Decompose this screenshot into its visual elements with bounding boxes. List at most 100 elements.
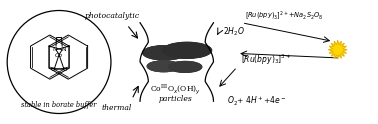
Circle shape — [171, 62, 198, 71]
Circle shape — [150, 62, 176, 70]
Circle shape — [181, 65, 184, 66]
Circle shape — [144, 46, 184, 59]
Circle shape — [157, 50, 165, 53]
Circle shape — [164, 43, 209, 58]
Circle shape — [160, 65, 162, 66]
Circle shape — [157, 64, 165, 67]
Circle shape — [174, 46, 195, 53]
Circle shape — [175, 63, 193, 69]
Circle shape — [165, 43, 208, 57]
Text: $[Ru(bpy)_3]^{2+}$+$Na_2S_2O_8$: $[Ru(bpy)_3]^{2+}$+$Na_2S_2O_8$ — [245, 9, 324, 22]
Text: photocatalytic: photocatalytic — [84, 12, 139, 20]
Circle shape — [160, 65, 162, 66]
Text: particles: particles — [159, 95, 193, 103]
Circle shape — [147, 61, 180, 72]
Text: $2H_2O$: $2H_2O$ — [223, 25, 245, 38]
Circle shape — [147, 47, 179, 58]
Circle shape — [151, 48, 174, 56]
Circle shape — [180, 48, 185, 50]
Circle shape — [154, 63, 170, 68]
Circle shape — [169, 44, 203, 55]
Circle shape — [159, 65, 163, 66]
Text: $O_2$+ $4H^+$+$4e^-$: $O_2$+ $4H^+$+$4e^-$ — [227, 95, 287, 108]
Circle shape — [145, 46, 183, 59]
Circle shape — [160, 51, 161, 52]
Circle shape — [154, 63, 170, 68]
Circle shape — [146, 47, 181, 58]
Circle shape — [179, 65, 186, 67]
Circle shape — [147, 47, 180, 58]
Circle shape — [170, 62, 200, 72]
Circle shape — [180, 48, 186, 50]
Circle shape — [156, 64, 166, 67]
Circle shape — [168, 44, 204, 56]
Circle shape — [178, 65, 187, 68]
Circle shape — [181, 48, 184, 49]
Circle shape — [173, 63, 196, 70]
Circle shape — [169, 62, 202, 72]
Circle shape — [156, 50, 166, 53]
Circle shape — [158, 51, 163, 52]
Circle shape — [180, 65, 186, 67]
Circle shape — [156, 64, 167, 67]
Circle shape — [179, 65, 187, 67]
Circle shape — [170, 45, 201, 55]
Circle shape — [175, 64, 192, 69]
Circle shape — [158, 51, 164, 53]
Circle shape — [176, 64, 191, 69]
Circle shape — [171, 62, 198, 71]
Circle shape — [158, 51, 163, 52]
Circle shape — [178, 47, 189, 51]
Circle shape — [169, 62, 201, 72]
Circle shape — [181, 48, 184, 49]
Circle shape — [158, 64, 164, 66]
Circle shape — [175, 46, 194, 52]
Circle shape — [146, 47, 182, 58]
Circle shape — [153, 49, 171, 55]
Circle shape — [163, 43, 211, 58]
Circle shape — [166, 43, 207, 57]
Circle shape — [173, 63, 195, 70]
Circle shape — [156, 64, 167, 67]
Circle shape — [175, 63, 193, 69]
Circle shape — [151, 62, 175, 70]
Circle shape — [169, 62, 201, 72]
Circle shape — [178, 65, 187, 67]
Circle shape — [177, 47, 191, 51]
Text: thermal: thermal — [102, 104, 132, 112]
Circle shape — [156, 64, 167, 68]
Circle shape — [157, 64, 166, 67]
Polygon shape — [328, 41, 347, 59]
Circle shape — [155, 64, 168, 68]
Circle shape — [148, 61, 180, 71]
Circle shape — [170, 62, 200, 72]
Circle shape — [170, 62, 200, 72]
Circle shape — [150, 48, 175, 56]
Circle shape — [177, 64, 190, 68]
Circle shape — [154, 63, 170, 68]
Circle shape — [169, 62, 201, 72]
Circle shape — [155, 63, 169, 68]
Circle shape — [178, 64, 188, 68]
Circle shape — [172, 63, 196, 70]
Circle shape — [150, 48, 175, 56]
Circle shape — [174, 63, 194, 70]
Circle shape — [158, 64, 164, 66]
Circle shape — [151, 62, 175, 70]
Circle shape — [170, 62, 199, 71]
Circle shape — [150, 62, 177, 70]
Circle shape — [157, 50, 164, 53]
Circle shape — [152, 63, 172, 69]
Circle shape — [171, 62, 198, 71]
Circle shape — [156, 50, 166, 53]
Circle shape — [175, 47, 192, 52]
Circle shape — [175, 64, 192, 69]
Circle shape — [177, 64, 189, 68]
Circle shape — [174, 63, 194, 70]
Circle shape — [172, 46, 197, 54]
Circle shape — [177, 64, 189, 68]
Circle shape — [159, 51, 162, 52]
Circle shape — [159, 51, 162, 52]
Circle shape — [150, 48, 176, 57]
Circle shape — [181, 65, 183, 66]
